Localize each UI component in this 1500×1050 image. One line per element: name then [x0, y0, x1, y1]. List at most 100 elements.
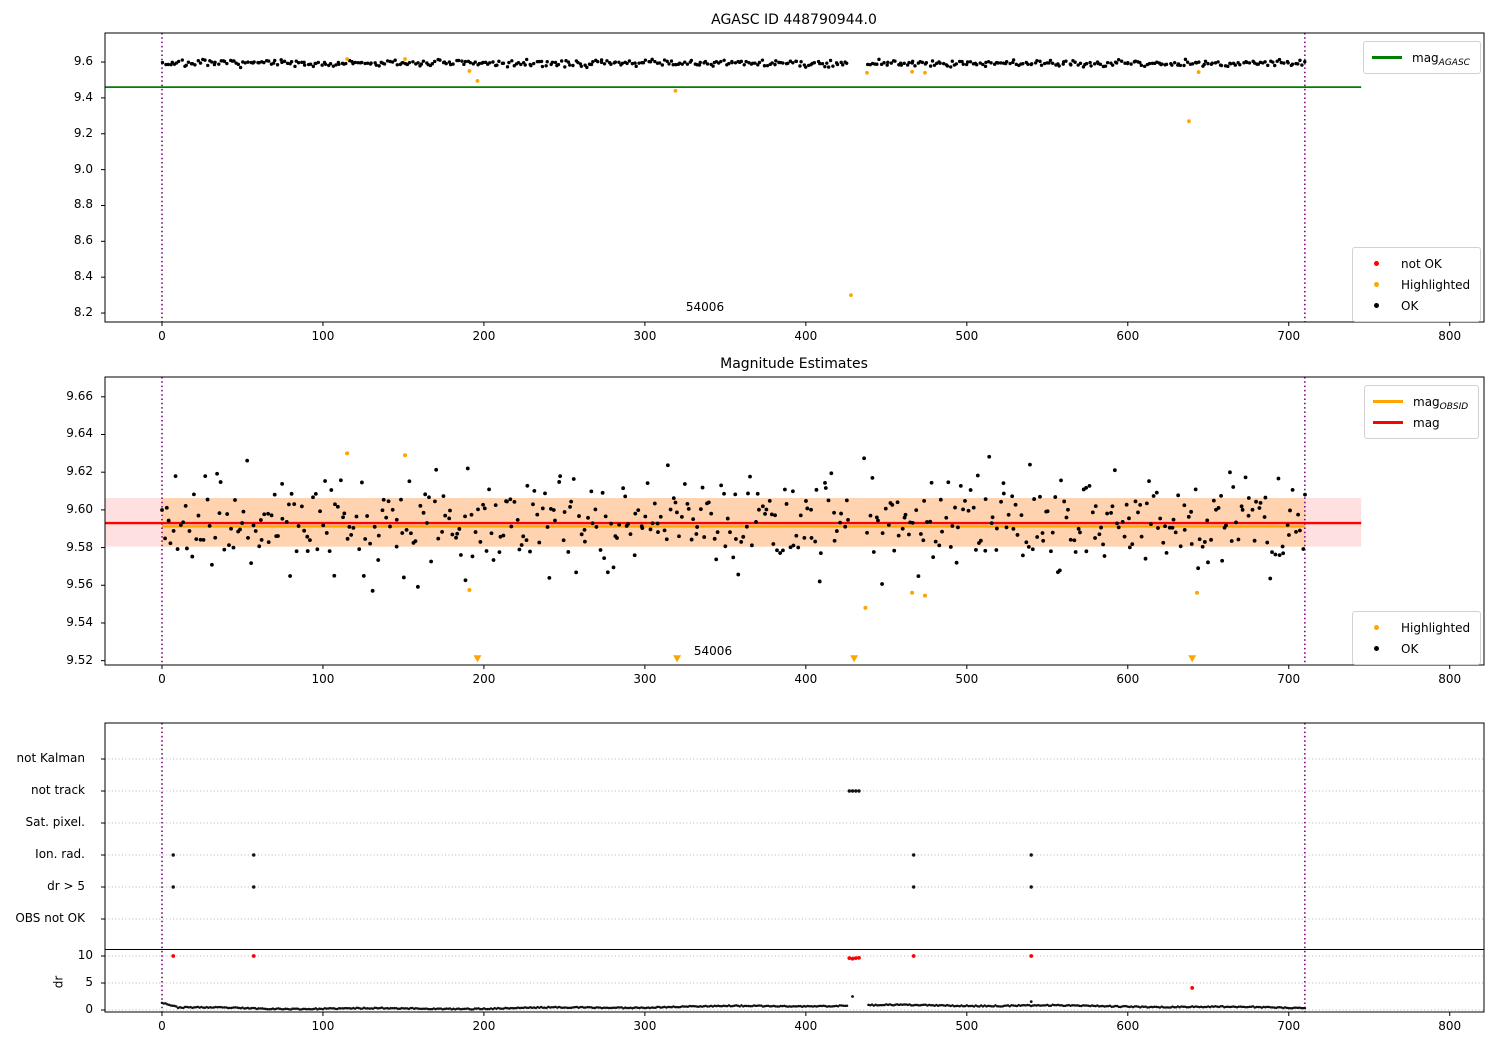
ok-scatter-point	[960, 59, 964, 64]
ok-scatter-point	[744, 524, 749, 529]
ok-scatter-point	[259, 538, 264, 542]
dr-point	[1271, 1006, 1274, 1009]
ok-scatter-point	[903, 512, 908, 517]
legend-mag-lines: magOBSID mag	[1364, 385, 1480, 439]
ok-scatter-point	[1233, 63, 1238, 67]
ok-scatter-point	[292, 502, 297, 507]
ok-scatter-point	[1246, 496, 1251, 500]
ok-scatter-point	[313, 491, 318, 496]
dr-point	[330, 1007, 334, 1010]
ok-scatter-point	[679, 515, 684, 519]
ok-scatter-point	[1285, 523, 1290, 527]
dr-point	[597, 1006, 600, 1009]
ok-scatter-point	[393, 58, 397, 62]
ok-scatter-point	[1097, 532, 1102, 537]
dr-point	[1062, 1004, 1065, 1008]
ok-scatter-point	[978, 61, 982, 65]
ok-scatter-point	[545, 59, 549, 64]
ok-scatter-point	[222, 547, 227, 552]
ok-scatter-point	[1226, 64, 1230, 69]
ok-scatter-point	[590, 521, 595, 526]
ok-scatter-point	[1151, 494, 1156, 498]
ok-scatter-point	[1041, 538, 1046, 543]
dr-point	[586, 1005, 589, 1009]
dr-point	[339, 1007, 343, 1010]
ok-scatter-point	[817, 579, 822, 584]
ok-scatter-point	[680, 62, 684, 66]
ok-scatter-point	[203, 474, 208, 478]
ok-scatter-point	[180, 58, 184, 62]
ok-scatter-point	[1084, 549, 1089, 554]
ok-scatter-point	[1136, 510, 1140, 515]
ok-scatter-point	[929, 480, 934, 485]
ok-scatter-point	[1216, 60, 1220, 64]
ok-scatter-point	[171, 529, 176, 533]
ok-scatter-point	[1296, 512, 1300, 517]
ok-scatter-point	[294, 549, 299, 554]
ok-scatter-point	[686, 506, 691, 511]
ok-scatter-point	[497, 550, 502, 555]
ok-scatter-point	[342, 511, 347, 516]
ok-scatter-point	[1021, 62, 1025, 66]
ok-scatter-point	[1147, 61, 1152, 66]
ok-scatter-point	[812, 60, 817, 65]
ok-scatter-point	[658, 514, 663, 519]
ok-scatter-point	[207, 524, 212, 528]
ok-scatter-point	[1028, 462, 1032, 467]
not-ok-dr-point	[853, 956, 858, 961]
ok-scatter-point	[280, 60, 284, 65]
dr-point	[1042, 1004, 1045, 1007]
dr-point	[344, 1006, 348, 1010]
ok-scatter-point	[365, 61, 370, 65]
highlighted-point	[403, 57, 407, 61]
ok-scatter-point	[186, 60, 191, 64]
ok-scatter-point	[168, 541, 173, 546]
ok-scatter-point	[781, 61, 785, 65]
ok-scatter-point	[390, 507, 395, 512]
ok-scatter-point	[450, 532, 455, 537]
ok-scatter-point	[1039, 63, 1044, 67]
ok-scatter-point	[321, 523, 326, 528]
ok-scatter-point	[1209, 537, 1213, 542]
ok-scatter-point	[1290, 488, 1295, 492]
dr-point	[876, 1004, 879, 1007]
ok-scatter-point	[1270, 550, 1274, 555]
ok-scatter-point	[664, 537, 669, 542]
ok-scatter-point	[791, 543, 796, 548]
ok-scatter-point	[700, 485, 705, 490]
ok-scatter-point	[671, 496, 676, 501]
ok-scatter-point	[767, 498, 772, 503]
dr-point	[462, 1007, 466, 1011]
dr-point	[309, 1007, 312, 1011]
flag-point	[850, 789, 855, 793]
ok-scatter-point	[394, 544, 399, 549]
dr-point	[922, 1003, 926, 1007]
ok-scatter-point	[940, 529, 944, 534]
black-dot-icon	[1361, 303, 1391, 308]
ok-scatter-point	[739, 59, 744, 64]
ok-scatter-point	[1229, 539, 1234, 543]
ok-scatter-point	[987, 454, 992, 459]
ok-scatter-point	[1142, 64, 1147, 69]
flag-point	[847, 789, 852, 793]
ok-scatter-point	[481, 502, 485, 507]
legend-label: mag	[1413, 415, 1440, 430]
dr-point	[706, 1005, 709, 1008]
ok-scatter-point	[723, 544, 728, 549]
ok-scatter-point	[1286, 61, 1290, 65]
ok-scatter-point	[419, 62, 424, 66]
x-tick-label: 600	[1116, 1019, 1140, 1033]
ok-scatter-point	[1297, 528, 1302, 533]
ok-scatter-point	[599, 60, 604, 65]
ok-scatter-point	[1024, 540, 1029, 545]
ok-scatter-point	[994, 526, 999, 531]
ok-scatter-point	[790, 489, 795, 494]
ok-scatter-point	[401, 575, 406, 580]
ok-scatter-point	[488, 61, 492, 65]
ok-scatter-point	[1116, 58, 1121, 62]
ok-scatter-point	[1084, 486, 1088, 490]
ok-scatter-point	[311, 495, 315, 500]
middle-plot-title: Magnitude Estimates	[720, 356, 868, 372]
ok-scatter-point	[1110, 63, 1115, 67]
